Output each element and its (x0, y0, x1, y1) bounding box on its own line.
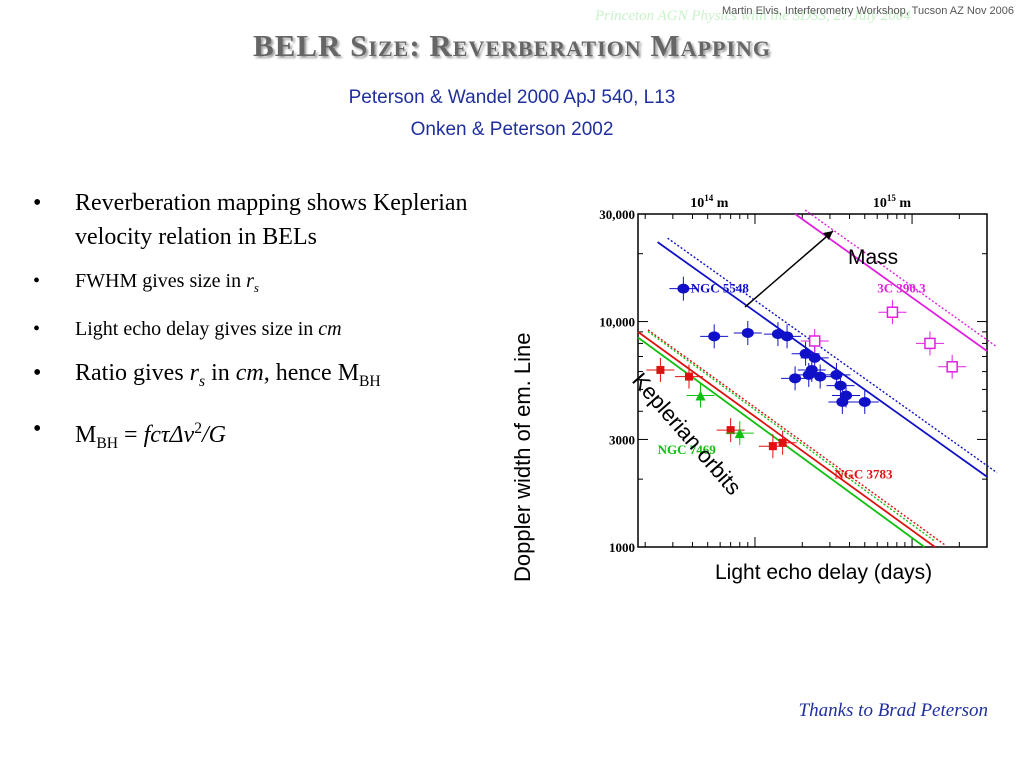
bullet-variable: cm (235, 360, 264, 386)
data-point (695, 390, 706, 401)
bullet-dot-icon: • (33, 415, 42, 442)
data-point (886, 306, 899, 318)
bullet-formula: /G (202, 421, 227, 448)
bullet-subscript: s (253, 280, 259, 295)
top-axis-label: 1014 m (690, 193, 729, 211)
y-tick-label: 10,000 (599, 315, 635, 330)
y-tick-label: 1000 (609, 540, 635, 555)
thanks-note: Thanks to Brad Peterson (798, 700, 988, 721)
credit-line: Martin Elvis, Interferometry Workshop, T… (721, 5, 1014, 17)
data-point (789, 373, 802, 384)
data-point (768, 442, 777, 451)
data-point (808, 352, 821, 363)
data-point (656, 365, 665, 374)
bullet-text: Ratio gives (75, 360, 190, 386)
y-axis-label: Doppler width of em. Line (510, 332, 535, 582)
bullet-dot-icon: • (33, 318, 41, 340)
fit-line-dotted (647, 329, 946, 546)
data-point (836, 396, 849, 407)
bullet-variable: r (246, 270, 254, 292)
bullet-item: • Light echo delay gives size in cm (33, 315, 503, 343)
bullet-text: Reverberation mapping shows Keplerian ve… (75, 190, 468, 250)
data-point (834, 380, 847, 391)
data-point (814, 371, 827, 382)
bullet-text: = (118, 421, 144, 448)
slide-title: BELR Size: Reverberation Mapping (253, 28, 771, 63)
top-axis-label: 1015 m (873, 193, 912, 211)
series-label: NGC 3783 (834, 466, 893, 481)
bullet-item: • Ratio gives rs in cm, hence MBH (33, 356, 503, 399)
bullet-text: M (75, 421, 97, 448)
data-point (734, 428, 745, 439)
bullet-dot-icon: • (33, 360, 42, 386)
data-point (830, 369, 843, 380)
fit-line-ngc-5548 (657, 241, 988, 478)
bullet-formula: fcτΔv (143, 421, 195, 448)
bullet-text: FWHM gives size in (75, 270, 247, 292)
reference-2: Onken & Peterson 2002 (410, 119, 614, 140)
data-point (802, 369, 815, 380)
fit-line-dotted (804, 209, 998, 348)
data-point (781, 331, 794, 342)
series-label: NGC 7469 (658, 442, 717, 457)
bullet-item: • FWHM gives size in rs (33, 267, 503, 302)
bullet-list: • Reverberation mapping shows Keplerian … (33, 186, 503, 474)
bullet-variable: r (189, 360, 199, 386)
data-point (799, 348, 812, 359)
data-point (708, 331, 721, 342)
bullet-subscript: BH (359, 372, 381, 390)
mass-annotation: Mass (848, 246, 898, 269)
bullet-item: • MBH = fcτΔv2/G (33, 412, 503, 461)
bullet-text: Light echo delay gives size in (75, 318, 319, 340)
watermark-text: Princeton AGN Physics with the SDSS, 27 … (595, 8, 911, 24)
bullet-subscript: s (199, 372, 206, 390)
bullet-item: • Reverberation mapping shows Keplerian … (33, 186, 503, 254)
bullet-variable: cm (318, 318, 342, 340)
bullet-text: , hence M (263, 360, 360, 386)
series-label: NGC 5548 (691, 281, 750, 296)
fit-line-dotted (667, 237, 998, 474)
bullet-superscript: 2 (194, 419, 203, 437)
y-tick-label: 30,000 (599, 207, 635, 222)
x-axis-label: Light echo delay (days) (715, 561, 933, 584)
y-tick-label: 3000 (609, 432, 635, 447)
bullet-subscript: BH (96, 434, 119, 452)
data-point (684, 372, 693, 381)
data-point (778, 438, 787, 447)
arrow-head-icon (823, 231, 833, 240)
bullet-text: in (205, 360, 236, 386)
data-point (677, 283, 690, 294)
mass-arrow (744, 230, 834, 308)
data-point (858, 396, 871, 407)
series-label: 3C 390.3 (877, 281, 926, 296)
bullet-dot-icon: • (33, 270, 41, 292)
reverberation-chart: 30,000 10,000 3000 1000 1014 m 1015 m NGC 5548… (599, 193, 998, 555)
data-point (741, 327, 754, 338)
data-point (924, 337, 936, 350)
plot-frame (637, 213, 988, 548)
data-point (726, 426, 735, 435)
bullet-dot-icon: • (33, 190, 42, 216)
data-point (808, 335, 821, 347)
fit-line-dotted (647, 330, 935, 542)
reference-1: Peterson & Wandel 2000 ApJ 540, L13 (348, 87, 676, 108)
data-point (946, 361, 958, 373)
